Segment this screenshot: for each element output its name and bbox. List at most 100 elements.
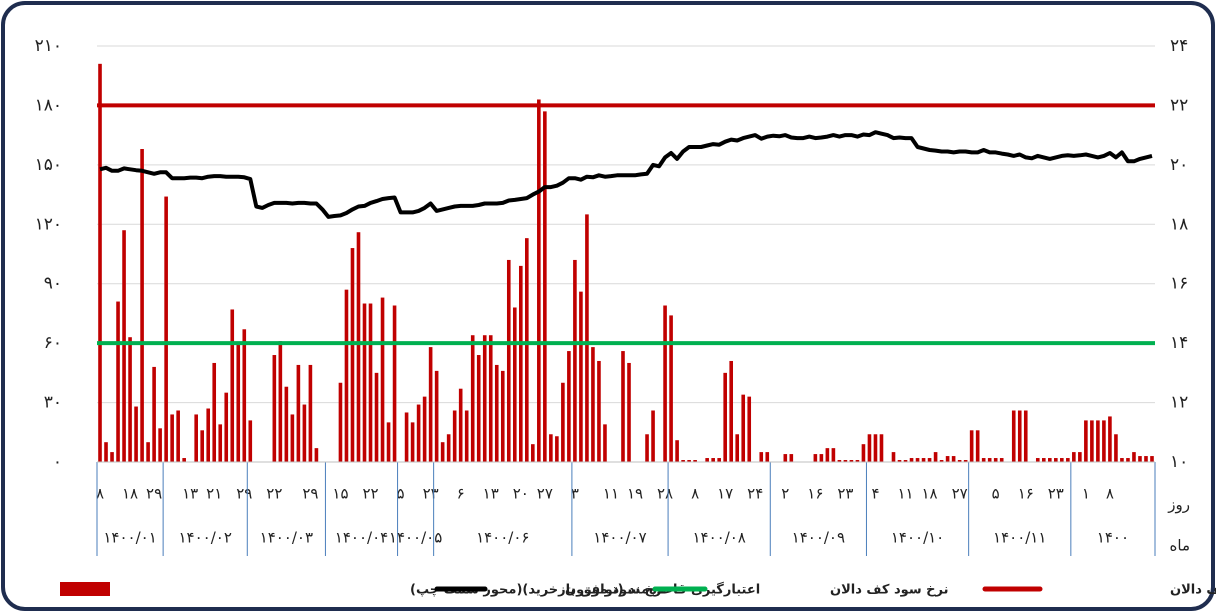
bar xyxy=(236,343,241,462)
x-tick-label: ۲۹ xyxy=(302,485,318,503)
legend-label: نرخ سود سقف دالان xyxy=(1170,583,1216,598)
bar xyxy=(518,265,523,462)
bar xyxy=(134,406,138,462)
x-tick-label: ۶ xyxy=(457,485,465,503)
x-tick-label: ۲۹ xyxy=(236,485,252,503)
bar xyxy=(440,442,445,462)
bar xyxy=(705,458,709,462)
bar xyxy=(500,370,505,462)
bar xyxy=(470,335,475,462)
x-tick-label: ۸ xyxy=(96,485,104,503)
bar xyxy=(891,452,896,462)
x-tick-label: ۱۶ xyxy=(807,485,823,503)
bar xyxy=(837,460,842,462)
bar xyxy=(368,303,373,462)
bar xyxy=(512,307,517,462)
y2-tick-label: ۱۰ xyxy=(1170,452,1188,472)
bar xyxy=(957,460,962,462)
bar xyxy=(1041,458,1046,462)
bar xyxy=(945,456,950,462)
bar xyxy=(446,434,451,462)
bar xyxy=(386,422,391,462)
bar xyxy=(831,448,836,462)
bar xyxy=(380,297,385,462)
bar xyxy=(206,408,211,462)
bar xyxy=(242,329,247,462)
x-tick-label: ۱۹ xyxy=(627,485,643,503)
month-label: ۱۴۰۰/۰۱ xyxy=(103,529,156,547)
bar xyxy=(915,458,920,462)
bar xyxy=(855,460,860,462)
bar xyxy=(651,410,655,462)
bar xyxy=(1114,434,1118,462)
bar xyxy=(482,335,487,462)
bar xyxy=(645,434,649,462)
x-tick-label: ۱۳ xyxy=(483,485,499,503)
bar xyxy=(927,458,932,462)
month-label: ۱۴۰۰/۰۹ xyxy=(792,529,845,547)
bar xyxy=(158,428,162,462)
bar xyxy=(1126,458,1130,462)
bar xyxy=(627,362,631,462)
bar xyxy=(543,111,547,462)
bar xyxy=(711,458,715,462)
bar xyxy=(200,430,205,462)
bar xyxy=(903,460,908,462)
y2-tick-label: ۲۴ xyxy=(1170,36,1188,56)
bar xyxy=(597,360,601,462)
bar xyxy=(687,460,691,462)
x-tick-label: ۱ xyxy=(1082,485,1090,503)
legend-label: نرخ سود موزون xyxy=(565,583,667,598)
x-tick-label: ۲۰ xyxy=(513,485,529,503)
x-tick-label: ۸ xyxy=(1106,485,1114,503)
bar xyxy=(867,434,872,462)
bar xyxy=(975,430,980,462)
bar xyxy=(1096,420,1100,462)
bar xyxy=(506,259,511,462)
month-label: ۱۴۰۰/۰۳ xyxy=(260,529,313,547)
bar xyxy=(296,364,301,462)
x-tick-label: ۸ xyxy=(691,485,699,503)
bar xyxy=(933,452,938,462)
x-tick-label: ۱۳ xyxy=(182,485,198,503)
line xyxy=(99,130,1153,219)
bar xyxy=(410,422,415,462)
bar xyxy=(783,454,788,462)
month-label: ۱۴۰۰/۰۲ xyxy=(179,529,232,547)
bar xyxy=(909,458,914,462)
bar xyxy=(969,430,974,462)
bar xyxy=(488,335,493,462)
bar xyxy=(110,452,114,462)
bar xyxy=(1120,458,1124,462)
bar xyxy=(567,351,571,462)
y-tick-label: ۹۰ xyxy=(44,274,62,294)
x-tick-label: ۲۷ xyxy=(952,485,968,503)
bar xyxy=(591,347,595,462)
bar xyxy=(573,259,577,462)
bar xyxy=(1138,456,1142,462)
bar xyxy=(494,364,499,462)
bar xyxy=(428,347,433,462)
x-tick-label: ۱۵ xyxy=(332,485,348,503)
bar xyxy=(272,355,277,462)
bar xyxy=(819,454,824,462)
y2-tick-label: ۲۰ xyxy=(1170,155,1188,175)
bar xyxy=(224,392,229,462)
month-label: ۱۴۰۰/۰۶ xyxy=(476,529,529,547)
bar xyxy=(1023,410,1028,462)
y2-tick-label: ۲۲ xyxy=(1170,95,1188,115)
bar xyxy=(1108,416,1112,462)
x-tick-label: ۲۸ xyxy=(657,485,673,503)
bar xyxy=(1084,420,1088,462)
bar xyxy=(1035,458,1040,462)
bar xyxy=(981,458,986,462)
bar xyxy=(759,452,764,462)
x-tick-label: ۱۱ xyxy=(603,485,619,503)
bar xyxy=(362,303,367,462)
x-tick-label: ۱۷ xyxy=(717,485,733,503)
bar xyxy=(789,454,794,462)
bar xyxy=(212,362,217,462)
bar xyxy=(1072,452,1076,462)
bar xyxy=(170,414,174,462)
